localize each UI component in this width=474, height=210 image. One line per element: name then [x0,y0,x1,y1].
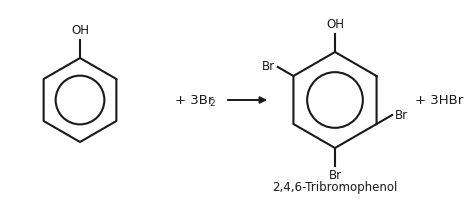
Text: Br: Br [328,169,342,182]
Text: OH: OH [326,18,344,31]
Text: 2,4,6-Tribromophenol: 2,4,6-Tribromophenol [272,181,398,194]
Text: + 3HBr: + 3HBr [415,93,463,106]
Text: Br: Br [262,60,275,74]
Text: + 3Br: + 3Br [175,93,213,106]
Text: OH: OH [71,24,89,37]
Text: Br: Br [395,109,408,122]
Text: 2: 2 [209,100,215,109]
